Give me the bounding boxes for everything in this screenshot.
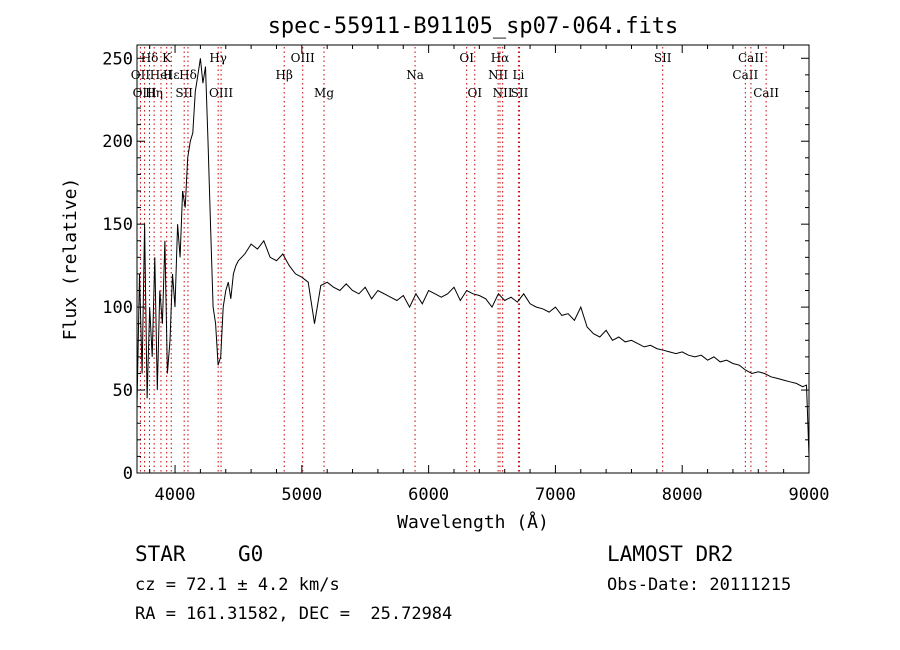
y-tick-label: 200 [102, 132, 133, 152]
y-tick-label: 250 [102, 49, 133, 69]
x-tick-label: 8000 [662, 485, 703, 505]
x-tick-label: 5000 [281, 485, 322, 505]
marker-label: Li [512, 68, 524, 82]
marker-label: OIII [209, 86, 233, 100]
marker-label: K [162, 51, 172, 65]
marker-label: OI [459, 51, 474, 65]
spectrum-line [136, 58, 810, 457]
marker-label: OI [467, 86, 482, 100]
marker-label: Na [406, 68, 424, 82]
marker-label: CaII [753, 86, 779, 100]
coordinates-text: RA = 161.31582, DEC = 25.72984 [135, 604, 453, 624]
y-tick-label: 150 [102, 215, 133, 235]
y-tick-label: 50 [113, 381, 133, 401]
x-tick-label: 9000 [789, 485, 830, 505]
x-tick-label: 4000 [155, 485, 196, 505]
marker-label: CaII [732, 68, 758, 82]
marker-label: Hβ [276, 68, 293, 82]
x-axis-label: Wavelength (Å) [397, 511, 549, 533]
redshift-text: cz = 72.1 ± 4.2 km/s [135, 575, 340, 595]
marker-label: Hγ [209, 51, 227, 65]
object-class: STAR [135, 542, 186, 566]
marker-label: Mg [314, 86, 334, 100]
marker-label: OIII [291, 51, 315, 65]
x-tick-label: 6000 [408, 485, 449, 505]
marker-label: Hδ [179, 68, 197, 82]
obs-date-text: Obs-Date: 20111215 [607, 575, 792, 595]
marker-label: SII [654, 51, 672, 65]
chart-title: spec-55911-B91105_sp07-064.fits [268, 14, 679, 39]
marker-label: SII [511, 86, 529, 100]
marker-label: HeI [150, 68, 173, 82]
plot-frame [136, 44, 810, 474]
y-axis-label: Flux (relative) [60, 178, 81, 341]
y-axis-ticks: 0 50 100 150 200 250 [102, 49, 809, 484]
marker-label: Hα [491, 51, 510, 65]
marker-label: SII [175, 86, 193, 100]
survey-name: LAMOST DR2 [607, 542, 734, 566]
marker-label: Hε [163, 68, 180, 82]
y-tick-label: 0 [123, 464, 133, 484]
marker-label: CaII [738, 51, 764, 65]
x-tick-label: 7000 [535, 485, 576, 505]
y-tick-label: 100 [102, 298, 133, 318]
object-subclass: G0 [238, 542, 264, 566]
x-axis-ticks: 4000 5000 6000 7000 8000 9000 [149, 45, 830, 505]
marker-label: NII [493, 86, 513, 100]
marker-label: OIII [133, 86, 157, 100]
marker-label: NII [488, 68, 508, 82]
marker-label: Hη [145, 86, 163, 100]
